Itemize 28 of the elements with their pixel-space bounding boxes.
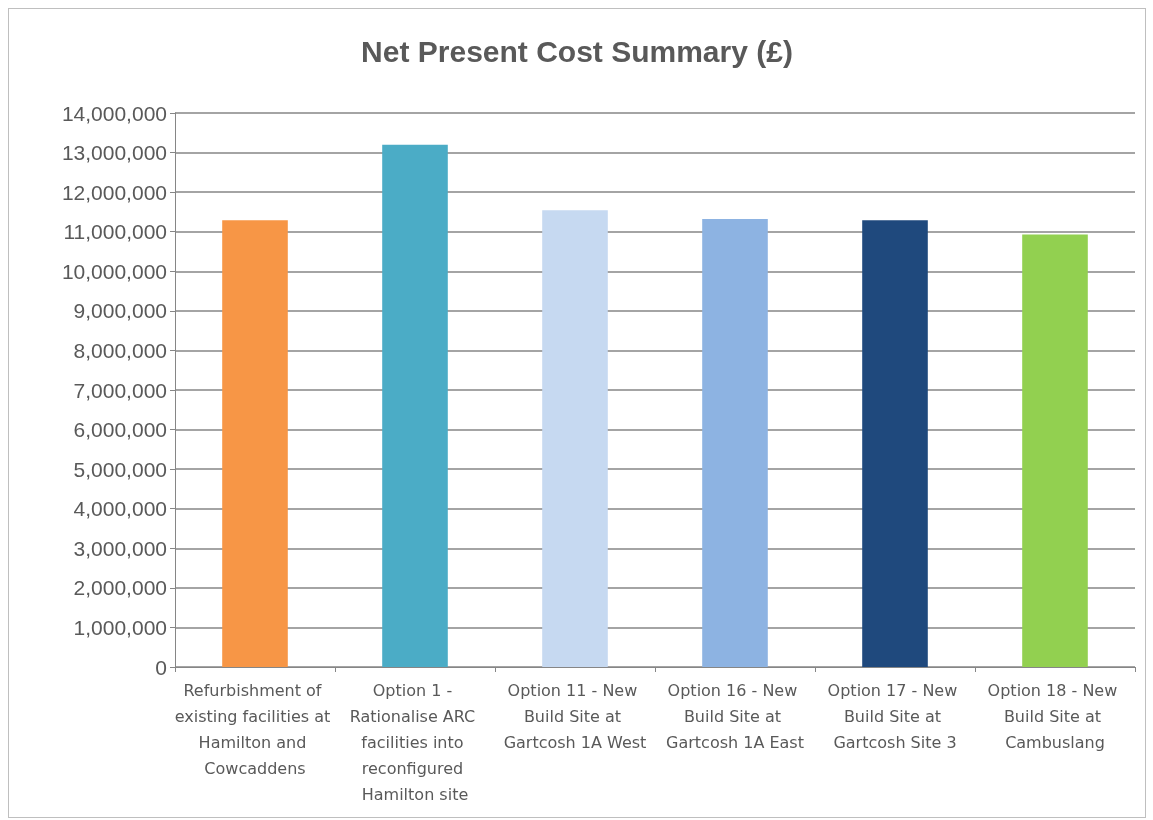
y-tick-label: 0: [155, 655, 167, 679]
bar: [222, 220, 288, 667]
bar: [702, 219, 768, 667]
y-tick-label: 5,000,000: [73, 457, 167, 481]
y-tick-label: 6,000,000: [73, 418, 167, 442]
y-tick-label: 14,000,000: [61, 101, 167, 125]
y-tick-label: 3,000,000: [73, 536, 167, 560]
y-tick-label: 11,000,000: [63, 220, 167, 244]
bar: [1022, 234, 1088, 667]
y-tick-label: 9,000,000: [73, 299, 167, 323]
bar: [542, 210, 608, 667]
bar: [382, 144, 448, 667]
y-tick-label: 10,000,000: [61, 259, 167, 283]
chart-title: Net Present Cost Summary (£): [361, 34, 793, 68]
bar: [862, 220, 928, 667]
y-tick-label: 4,000,000: [73, 497, 167, 521]
y-tick-label: 13,000,000: [61, 141, 167, 165]
x-tick-label: Refurbishment of existing facilities at Hamilton and Cowcaddens: [174, 680, 336, 778]
y-tick-label: 7,000,000: [73, 378, 167, 402]
y-tick-label: 8,000,000: [73, 338, 167, 362]
y-tick-label: 1,000,000: [73, 615, 167, 639]
x-tick-label: Option 16 - New Build Site at Gartcosh 1A East: [666, 680, 804, 752]
x-tick-label: Option 1 - Rationalise ARC facilities into reconfigured Hamilton site: [349, 680, 481, 804]
x-tick-label: Option 11 - New Build Site at Gartcosh 1A West: [503, 680, 647, 752]
y-tick-label: 2,000,000: [73, 576, 167, 600]
x-tick-label: Option 17 - New Build Site at Gartcosh Site 3: [827, 680, 963, 752]
x-tick-label: Option 18 - New Build Site at Cambuslang: [987, 680, 1123, 752]
y-tick-label: 12,000,000: [61, 180, 167, 204]
